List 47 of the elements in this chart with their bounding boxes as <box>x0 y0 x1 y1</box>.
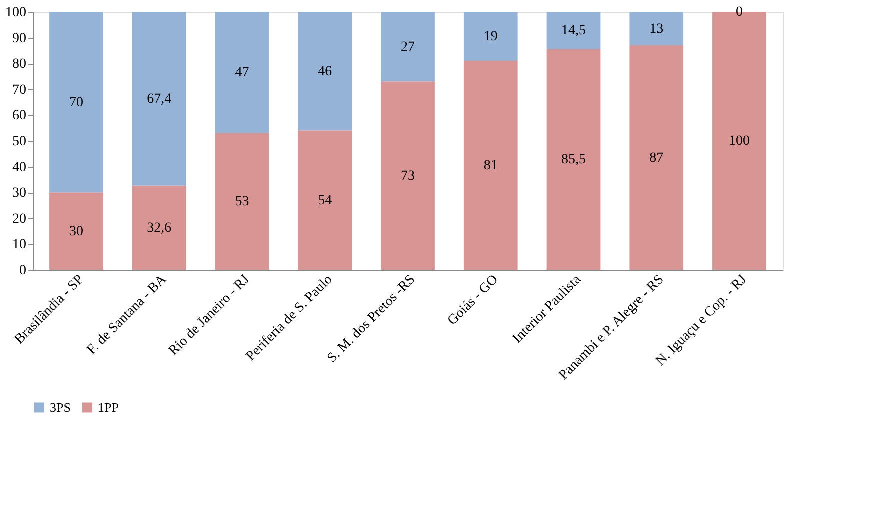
data-label: 73 <box>401 168 415 184</box>
bar <box>546 49 601 270</box>
bar <box>298 12 352 131</box>
data-label: 67,4 <box>147 92 172 107</box>
data-label: 14,5 <box>561 24 586 39</box>
y-tick-label: 70 <box>12 82 26 98</box>
y-tick-label: 40 <box>12 160 26 176</box>
data-label: 100 <box>728 134 750 149</box>
bar <box>50 192 104 270</box>
y-tick-label: 80 <box>12 57 26 72</box>
bar <box>464 12 518 62</box>
legend-label: 1PP <box>98 400 119 415</box>
data-label: 46 <box>318 64 332 80</box>
y-tick-label: 100 <box>6 6 26 20</box>
data-label: 47 <box>235 66 250 81</box>
bar <box>630 46 684 270</box>
bar <box>381 12 435 82</box>
data-label: 81 <box>484 158 498 174</box>
data-label: 54 <box>318 193 332 208</box>
data-label: 13 <box>650 22 664 37</box>
bar <box>298 130 352 270</box>
data-label: 32,6 <box>147 220 172 236</box>
data-label: 19 <box>484 30 498 45</box>
bar <box>132 186 186 270</box>
y-tick-label: 0 <box>20 264 26 278</box>
y-tick-label: 90 <box>12 31 26 46</box>
bar <box>464 61 518 270</box>
bar <box>50 12 104 193</box>
data-label: 87 <box>650 150 664 166</box>
bar <box>132 12 186 186</box>
data-label: 27 <box>401 40 415 55</box>
bar <box>630 12 684 46</box>
data-label: 30 <box>70 224 84 240</box>
data-label: 0 <box>736 5 743 20</box>
y-tick-label: 60 <box>12 108 26 124</box>
y-tick-label: 20 <box>12 212 26 227</box>
data-label: 85,5 <box>561 152 586 168</box>
legend-label: 3PS <box>50 400 71 415</box>
bar <box>381 82 435 270</box>
y-tick-label: 50 <box>12 134 26 150</box>
y-tick-label: 10 <box>12 238 26 253</box>
y-tick-label: 30 <box>12 186 26 202</box>
data-label: 53 <box>235 194 250 210</box>
bar <box>215 12 270 134</box>
data-label: 70 <box>70 95 84 110</box>
bar <box>546 12 601 50</box>
bar <box>215 133 270 270</box>
